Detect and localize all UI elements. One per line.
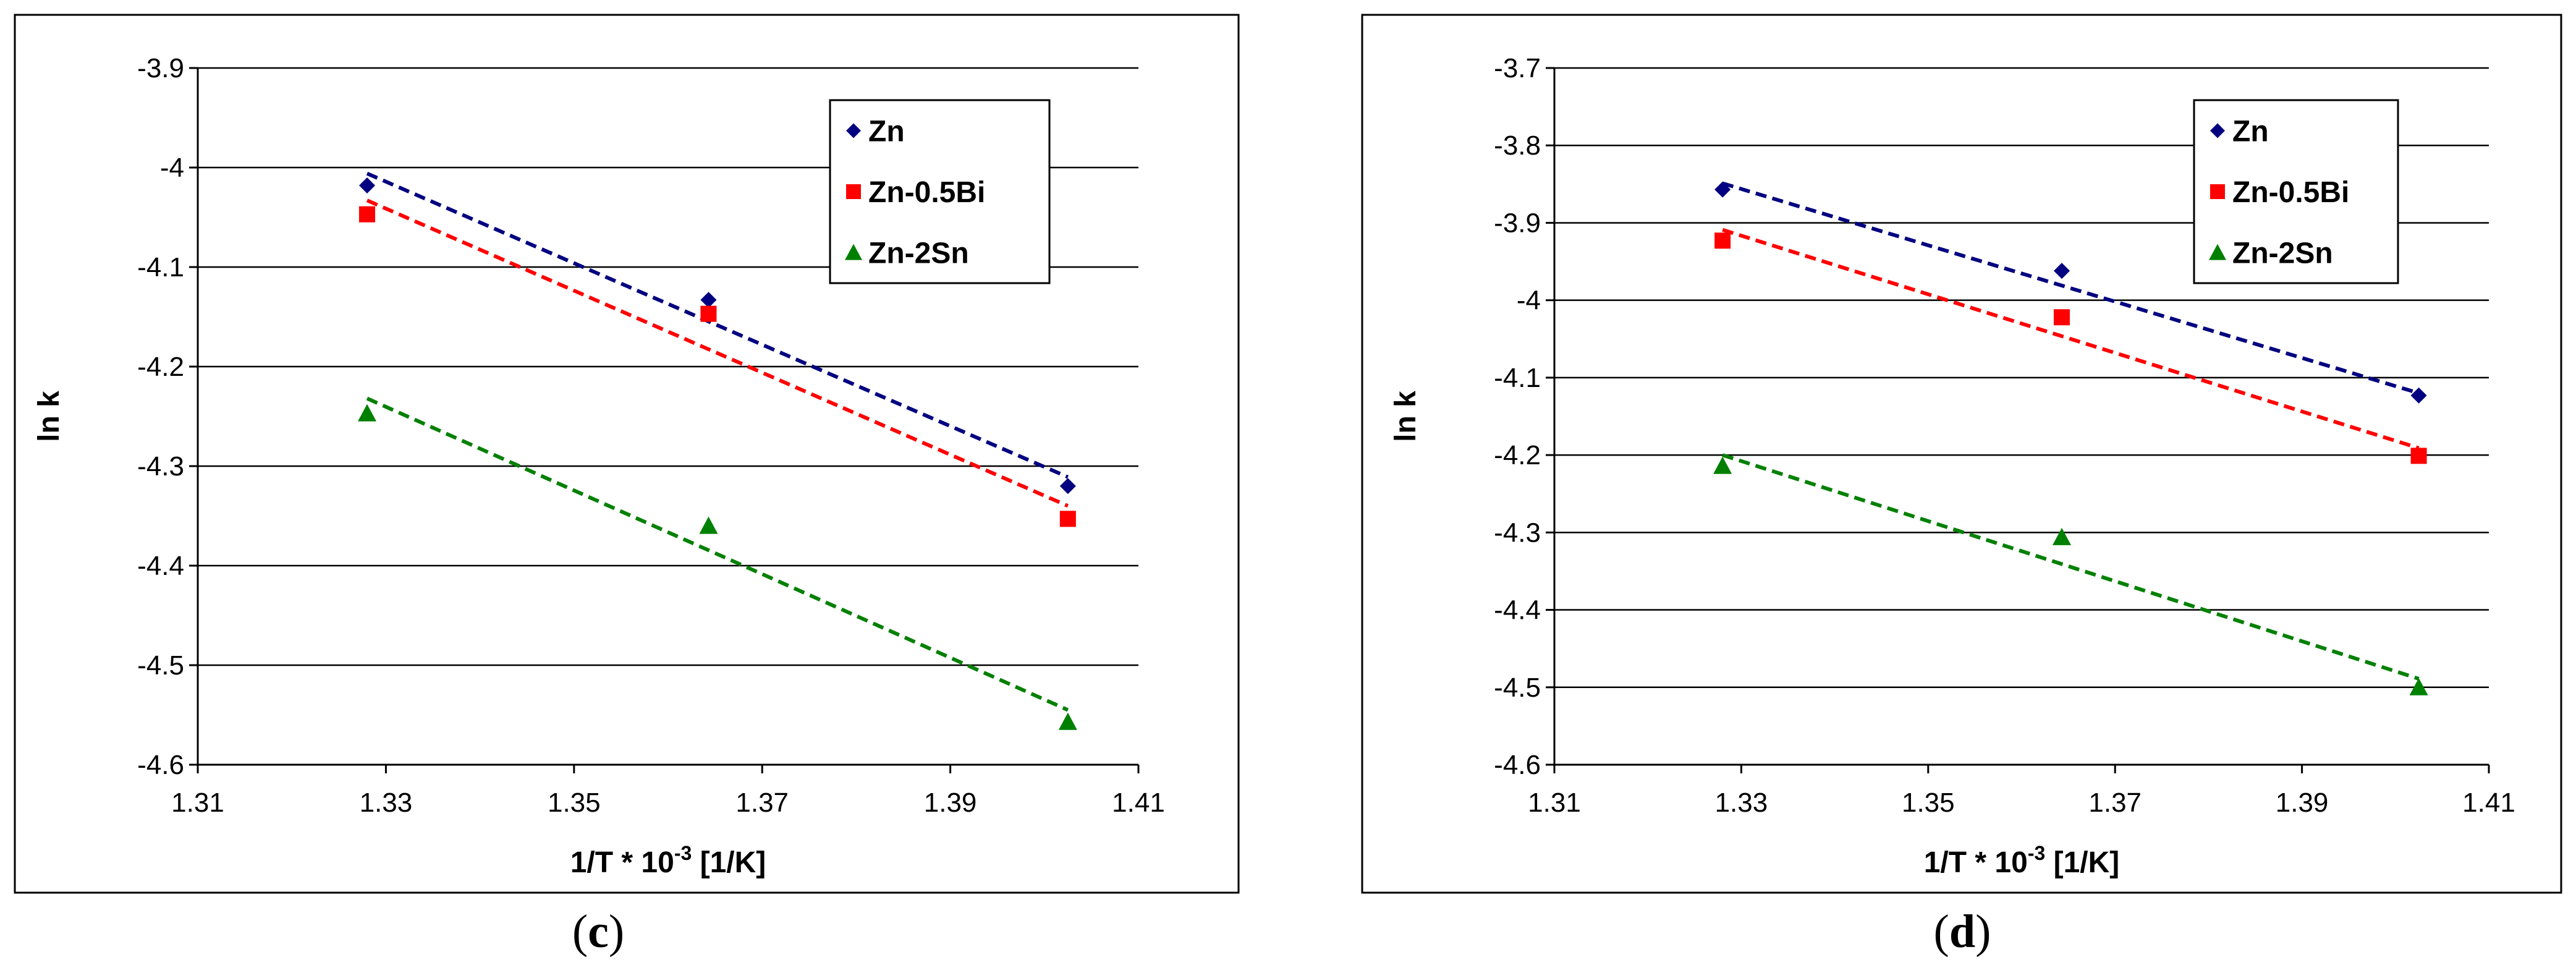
legend-label: Zn [868,115,905,148]
data-point [2410,387,2427,404]
y-tick-label: -4.3 [137,451,184,482]
x-tick-label: 1.39 [924,788,977,818]
legend-box [2193,99,2399,284]
y-tick-label: -4.4 [1494,595,1541,626]
data-point [357,404,376,422]
x-axis-title-unit: [1/K] [2045,846,2119,879]
legend-label: Zn-0.5Bi [868,176,985,209]
legend-marker [2210,184,2225,199]
x-axis-title-exponent: -3 [674,842,692,864]
y-tick-label: -4.2 [1494,440,1541,470]
y-tick-label: -4.6 [137,750,184,780]
data-point [1714,181,1731,198]
panel-label: (c) [572,906,624,958]
x-tick-label: 1.31 [171,788,224,818]
trend-line [1722,181,2420,395]
series-zn-2sn [1713,453,2428,695]
y-tick-label: -4.6 [1494,750,1541,780]
legend-marker [2210,123,2225,138]
x-tick-label: 1.35 [548,788,601,818]
series-zn-0-5bi [1714,227,2427,464]
data-point [700,292,717,308]
series-zn [1714,181,2427,404]
series-zn-0-5bi [358,198,1076,527]
y-tick-label: -4.5 [1494,673,1541,703]
x-tick-label: 1.35 [1902,788,1955,818]
y-tick-label: -4 [1517,286,1541,316]
y-tick-label: -4 [160,153,184,183]
legend-marker [845,244,862,260]
data-point [1714,232,1731,249]
data-point [700,305,717,322]
chart-panel-c: -3.9 -4 -4.1 -4.2 -4.3 -4.4 -4.5 -4.6 1.31 1.33 1.… [14,14,1240,958]
data-point [1058,712,1077,730]
y-tick-label: -4.1 [137,252,184,283]
panel-label-letter: c [588,906,609,958]
x-axis-title: 1/T * 10-3 [1/K] [1924,842,2120,879]
series-zn [358,171,1076,495]
trend-line [366,198,1069,508]
data-point [1059,478,1076,495]
data-point [1713,456,1732,474]
legend: Zn Zn-0.5Bi Zn-2Sn [829,99,1051,284]
y-tick-label: -3.7 [1494,53,1541,83]
x-tick-label: 1.33 [360,788,413,818]
x-tick-label: 1.31 [1528,788,1581,818]
data-point [1059,511,1076,527]
x-tick-label: 1.37 [2088,788,2142,818]
y-tick-label: -4.4 [137,551,184,581]
panel-label-open: ( [572,906,588,958]
y-tick-label: -3.9 [137,53,184,83]
data-point [2054,309,2070,326]
legend-marker [846,123,861,138]
x-tick-label: 1.39 [2276,788,2329,818]
trend-line [1722,453,2420,681]
panel-label-open: ( [1934,906,1949,958]
x-tick-label: 1.41 [2462,788,2515,818]
legend-label: Zn-0.5Bi [2232,176,2349,209]
legend-box [829,99,1051,284]
y-axis-title: ln k [33,391,66,442]
data-point [358,177,375,193]
y-tick-label: -4.1 [1494,363,1541,393]
series-zn-2sn [357,396,1077,730]
x-axis-title: 1/T * 10-3 [1/K] [570,842,766,879]
y-tick-label: -4.2 [137,352,184,382]
y-axis-title: ln k [1389,391,1422,442]
trend-line [366,171,1069,479]
data-point [2053,527,2072,545]
x-tick-label: 1.41 [1112,788,1165,818]
x-axis-title-unit: [1/K] [692,846,766,879]
trend-line [1722,227,2420,450]
legend-label: Zn-2Sn [868,237,969,270]
data-point [2054,263,2070,279]
x-tick-label: 1.37 [735,788,789,818]
chart-panel-d: -3.7 -3.8 -3.9 -4 -4.1 -4.2 -4.3 -4.4 -4.5 -4.6 1.… [1361,14,2562,958]
x-axis-title-main: 1/T * 10 [1924,846,2028,879]
data-point [2409,678,2428,695]
legend: Zn Zn-0.5Bi Zn-2Sn [2193,99,2399,284]
data-point [358,206,375,223]
x-axis-title-main: 1/T * 10 [570,846,674,879]
panel-label-close: ) [609,906,624,958]
legend-label: Zn-2Sn [2232,237,2333,270]
y-tick-label: -4.5 [137,650,184,681]
trend-line [366,396,1069,712]
panel-label: (d) [1934,906,1991,958]
data-point [2410,448,2427,464]
legend-marker [2209,244,2226,260]
x-tick-label: 1.33 [1715,788,1768,818]
x-axis-title-exponent: -3 [2028,842,2045,864]
data-point [699,516,718,534]
legend-marker [846,184,861,199]
panel-label-letter: d [1949,906,1975,958]
y-tick-label: -3.9 [1494,208,1541,238]
y-tick-label: -3.8 [1494,130,1541,161]
legend-label: Zn [2232,115,2269,148]
y-tick-label: -4.3 [1494,517,1541,548]
panel-label-close: ) [1975,906,1991,958]
